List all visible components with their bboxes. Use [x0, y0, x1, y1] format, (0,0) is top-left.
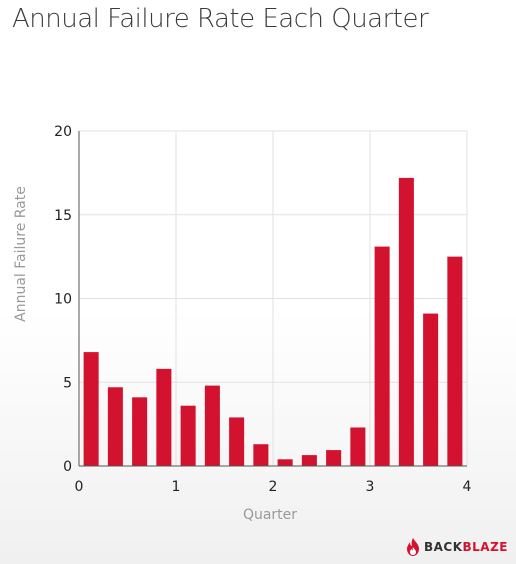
x-tick-label: 2: [269, 479, 278, 495]
x-tick-label: 4: [463, 479, 472, 495]
tick-labels: 0 5 10 15 20 0 1 2 3 4: [54, 124, 471, 495]
bar: [253, 444, 269, 466]
y-tick-label: 15: [54, 208, 72, 224]
flame-icon: [406, 538, 419, 556]
logo-text-back: BACK: [423, 540, 463, 554]
y-tick-label: 0: [63, 459, 72, 475]
bar: [204, 385, 220, 466]
y-tick-label: 10: [54, 292, 72, 308]
bar: [132, 397, 148, 466]
y-tick-label: 5: [63, 375, 72, 391]
bar: [180, 405, 196, 466]
x-tick-label: 1: [172, 479, 181, 495]
bars: [83, 177, 463, 466]
bar: [447, 256, 463, 466]
bar: [350, 427, 366, 466]
bar: [156, 368, 172, 466]
chart-title: Annual Failure Rate Each Quarter: [12, 4, 429, 34]
axes: [78, 131, 467, 467]
y-axis-title: Annual Failure Rate: [13, 186, 29, 322]
grid-lines: [79, 130, 468, 466]
backblaze-logo: BACKBLAZE: [406, 538, 508, 556]
bar: [398, 177, 414, 466]
x-tick-label: 3: [366, 479, 375, 495]
bar: [301, 455, 317, 466]
logo-text: BACKBLAZE: [424, 540, 508, 554]
x-axis-title: Quarter: [243, 507, 297, 523]
bar: [326, 450, 342, 466]
bar: [83, 352, 99, 466]
x-tick-label: 0: [75, 479, 84, 495]
bar: [277, 459, 293, 466]
bar: [374, 246, 390, 466]
bar: [107, 387, 123, 466]
y-tick-label: 20: [54, 124, 72, 140]
bar: [423, 313, 439, 466]
bar: [229, 417, 245, 466]
logo-text-blaze: BLAZE: [462, 540, 508, 554]
